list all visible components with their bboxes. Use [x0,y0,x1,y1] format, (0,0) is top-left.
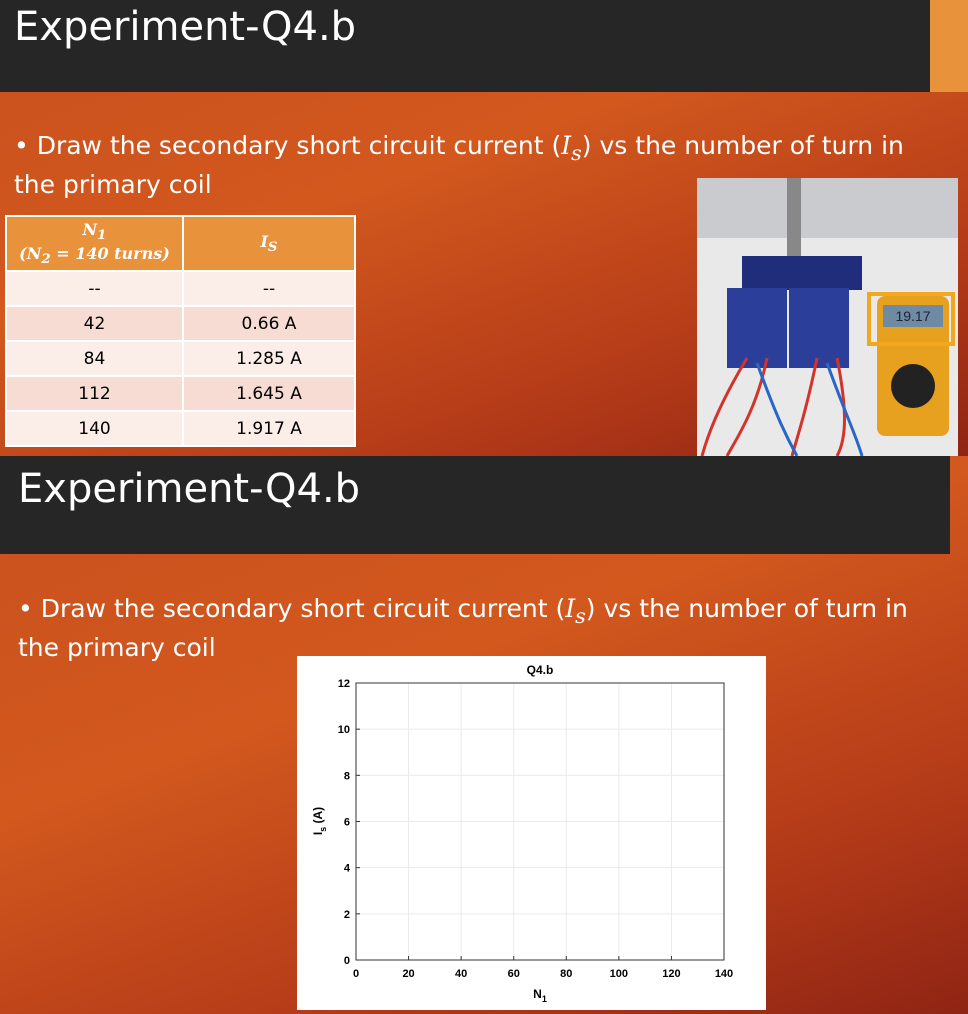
symbol: I [260,231,268,251]
display: 19.17 [895,308,930,324]
y-tick-label: 2 [344,909,350,921]
cell: 140 [5,410,184,447]
symbol: I [561,131,572,160]
slide-1: Experiment-Q4.b • Draw the secondary sho… [0,0,968,456]
note: (N [19,243,42,263]
cell: 1.645 A [182,375,356,412]
note: = 140 turns) [50,243,170,263]
accent [930,0,968,92]
x-tick-label: 100 [610,968,628,980]
x-label: N1 [533,987,547,1004]
row: 112 1.645 A [5,375,356,412]
cell: -- [182,270,356,307]
plot-frame [355,682,725,961]
header-cell: N1 (N2 = 140 turns) [5,215,184,272]
sub: S [267,239,278,256]
chart: Q4.b N1 Is (A) 0 20 40 60 80 100 120 140 0 2 4 6 8 10… [297,656,766,1010]
photo: 19.17 [697,178,958,456]
row: 140 1.917 A [5,410,356,447]
text: Draw the secondary short circuit current… [36,131,562,160]
y-tick-label: 6 [344,817,350,829]
slide-2: Experiment-Q4.b • Draw the secondary sho… [0,456,968,1014]
chart-title: Q4.b [527,663,554,677]
x-tick-label: 80 [560,968,572,980]
x-tick-label: 140 [715,968,733,980]
title: Experiment-Q4.b [14,4,357,50]
unit: (A) [311,807,325,827]
cell: 1.917 A [182,410,356,447]
x-tick-label: 40 [455,968,467,980]
cell: -- [5,270,184,307]
y-label: Is (A) [311,807,328,835]
bullet: • Draw the secondary short circuit curre… [14,131,904,199]
cell: 0.66 A [182,305,356,342]
row: 84 1.285 A [5,340,356,377]
row: -- -- [5,270,356,307]
y-tick-label: 0 [344,955,350,967]
sub: 1 [97,227,107,244]
header: Experiment-Q4.b [0,0,930,92]
cell: 112 [5,375,184,412]
y-tick-label: 12 [338,678,350,690]
text: Draw the secondary short circuit current… [40,594,566,623]
sub: s [318,827,328,832]
cell: 84 [5,340,184,377]
sub: s [575,604,586,628]
cell: 1.285 A [182,340,356,377]
title: Experiment-Q4.b [18,466,361,512]
y-tick-label: 8 [344,770,350,782]
symbol: N [533,987,542,1001]
x-tick-label: 0 [353,968,359,980]
y-tick-label: 4 [344,863,351,875]
x-tick-label: 20 [402,968,414,980]
row: 42 0.66 A [5,305,356,342]
sub: 2 [41,250,51,267]
symbol: I [311,832,325,835]
x-tick-label: 60 [508,968,520,980]
text: ) vs the number of turn in the primary c… [14,131,904,199]
header: Experiment-Q4.b [0,456,950,554]
cell: 42 [5,305,184,342]
sub: s [571,141,582,165]
x-tick-label: 120 [662,968,680,980]
sub: 1 [542,994,547,1004]
data-table: N1 (N2 = 140 turns) IS -- -- 42 0.66 A 84 1.28… [5,215,356,447]
y-tick-label: 10 [338,724,350,736]
text: ) vs the number of turn in the primary c… [18,594,908,662]
symbol: I [565,594,576,623]
bullet: • Draw the secondary short circuit curre… [18,594,908,662]
header-cell: IS [182,215,356,272]
symbol: N [82,220,98,240]
